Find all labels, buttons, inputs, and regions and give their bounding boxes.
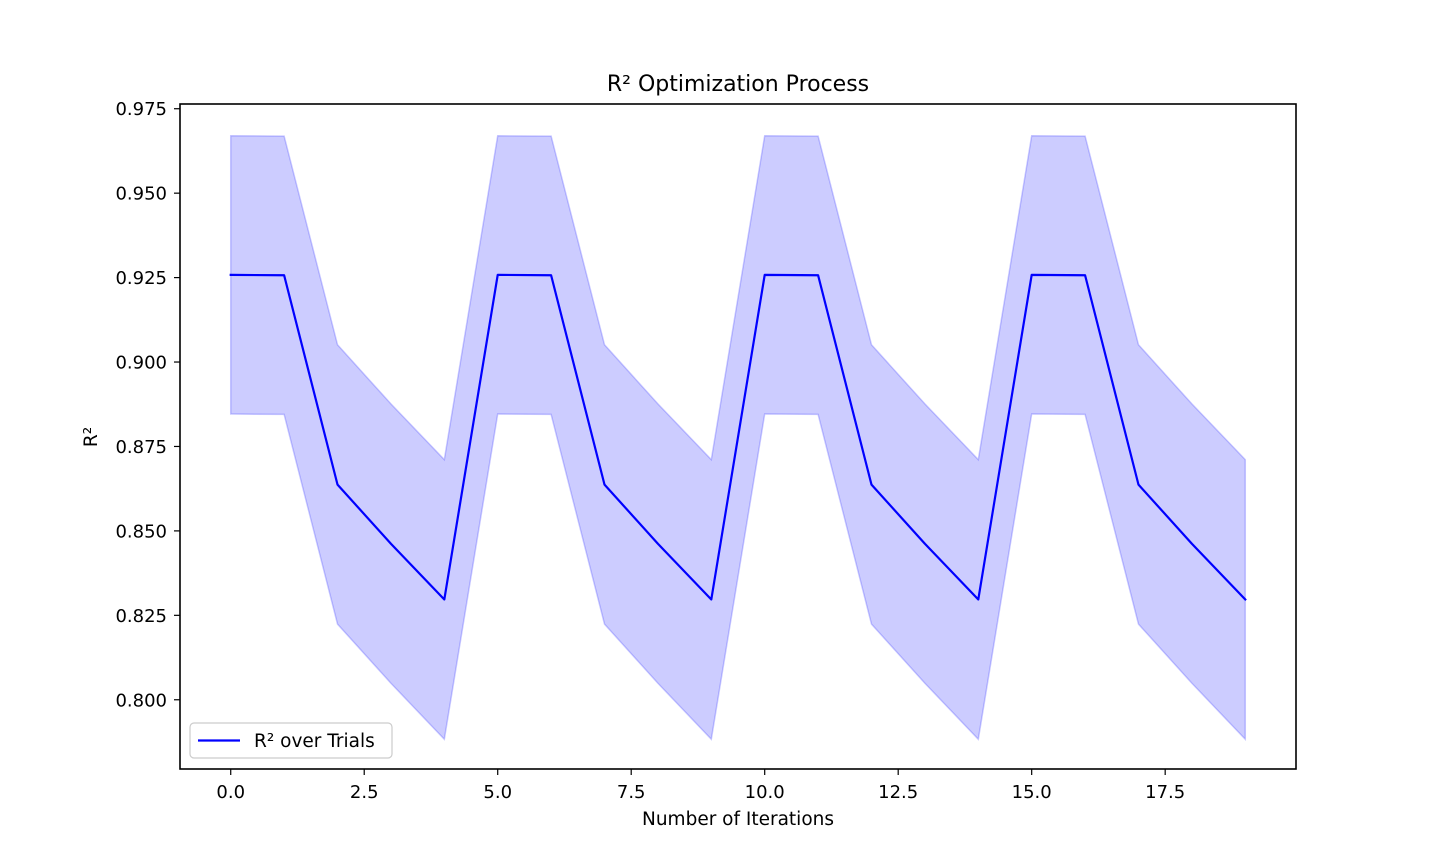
x-tick-label: 0.0	[216, 782, 245, 803]
y-tick-label: 0.825	[115, 606, 167, 627]
x-tick-label: 5.0	[483, 782, 512, 803]
y-axis: 0.800 0.825 0.850 0.875 0.900 0.925 0.950 0.975	[115, 99, 180, 711]
x-axis: 0.0 2.5 5.0 7.5 10.0 12.5 15.0 17.5	[216, 769, 1185, 803]
x-axis-label: Number of Iterations	[642, 809, 834, 830]
y-tick-label: 0.900	[115, 353, 167, 374]
x-tick-label: 7.5	[617, 782, 646, 803]
y-tick-label: 0.925	[115, 268, 167, 289]
x-tick-label: 12.5	[878, 782, 918, 803]
legend-box	[189, 722, 393, 759]
y-tick-label: 0.950	[115, 184, 167, 205]
legend: R² over Trials	[189, 722, 393, 759]
y-tick-label: 0.850	[115, 521, 167, 542]
chart-title: R² Optimization Process	[607, 72, 869, 97]
y-tick-label: 0.975	[115, 99, 167, 120]
y-axis-label: R²	[81, 427, 102, 447]
series-line-r2	[229, 273, 1247, 602]
x-tick-label: 17.5	[1145, 782, 1185, 803]
y-tick-label: 0.800	[115, 690, 167, 711]
legend-label-r2: R² over Trials	[254, 731, 375, 752]
plot-frame	[179, 103, 1297, 770]
x-tick-label: 15.0	[1012, 782, 1052, 803]
x-tick-label: 2.5	[350, 782, 379, 803]
x-tick-label: 10.0	[745, 782, 785, 803]
plot-area	[229, 134, 1247, 742]
y-tick-label: 0.875	[115, 437, 167, 458]
